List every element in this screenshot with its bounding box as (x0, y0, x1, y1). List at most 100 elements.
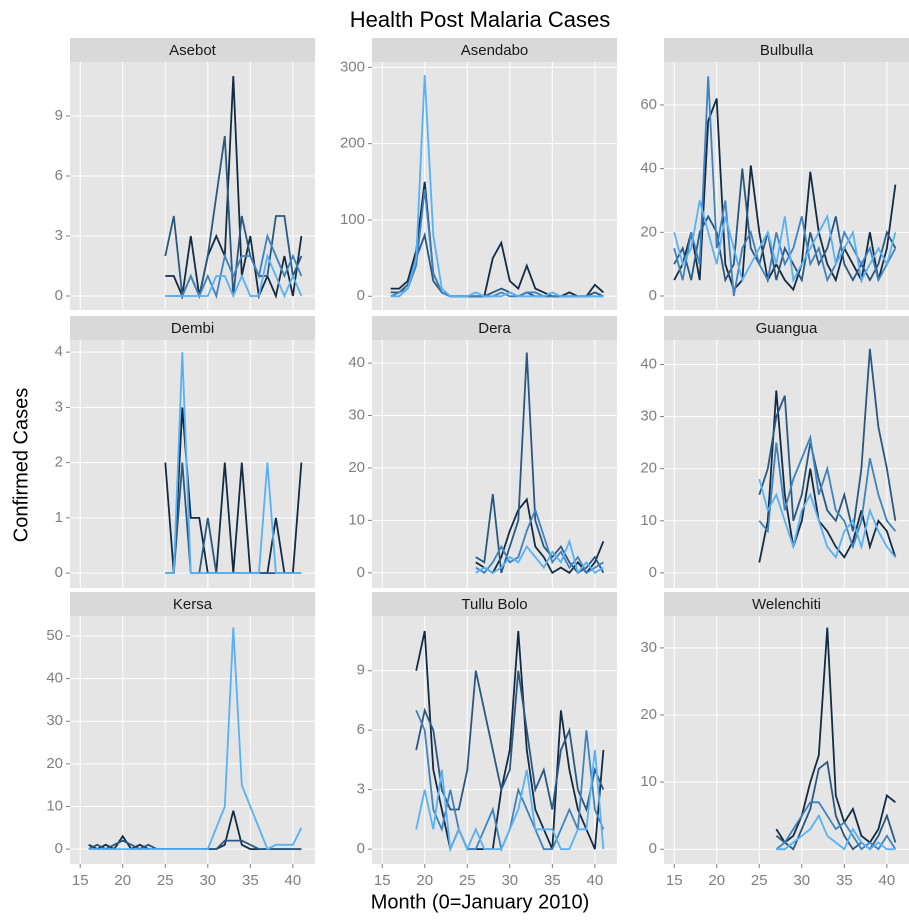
y-tick-label: 0 (55, 564, 63, 581)
y-tick-label: 4 (55, 343, 63, 360)
x-tick-label: 25 (751, 872, 768, 889)
x-tick-label: 20 (114, 872, 131, 889)
y-tick-label: 10 (348, 511, 365, 528)
y-tick-label: 60 (640, 96, 657, 113)
y-tick-label: 30 (348, 406, 365, 423)
y-tick-label: 0 (55, 840, 63, 857)
panel-title: Welenchiti (752, 596, 821, 613)
y-tick-label: 0 (55, 287, 63, 304)
panel-title: Kersa (173, 596, 213, 613)
y-tick-label: 300 (340, 58, 365, 75)
panel-bg (70, 616, 315, 864)
strip (372, 316, 617, 340)
y-tick-label: 20 (46, 755, 63, 772)
y-tick-label: 6 (55, 167, 63, 184)
x-tick-label: 35 (544, 872, 561, 889)
y-tick-label: 100 (340, 211, 365, 228)
panel-title: Guangua (756, 320, 818, 337)
y-tick-label: 2 (55, 454, 63, 471)
series-line (415, 749, 605, 853)
x-tick-label: 40 (285, 872, 302, 889)
y-tick-label: 40 (640, 160, 657, 177)
series-line (165, 233, 303, 299)
series-line (758, 434, 897, 550)
x-tick-label: 30 (501, 872, 518, 889)
panel-bg (372, 340, 617, 588)
series-line (775, 627, 896, 844)
y-tick-label: 30 (640, 639, 657, 656)
series-line (415, 630, 605, 853)
panel-title: Asendabo (461, 42, 529, 59)
series-line (673, 200, 897, 283)
panel-title: Dembi (171, 320, 214, 337)
series-line (673, 76, 897, 297)
series-line (475, 352, 605, 574)
x-tick-label: 20 (708, 872, 725, 889)
y-tick-label: 20 (640, 706, 657, 723)
x-tick-label: 20 (416, 872, 433, 889)
panel-title: Asebot (169, 42, 217, 59)
y-tick-label: 0 (649, 287, 657, 304)
y-tick-label: 40 (348, 354, 365, 371)
y-tick-label: 0 (357, 840, 365, 857)
series-line (776, 813, 896, 851)
panel-bg (70, 62, 315, 310)
series-line (758, 348, 897, 532)
x-tick-label: 35 (836, 872, 853, 889)
y-axis-label: Confirmed Cases (10, 388, 32, 543)
y-tick-label: 30 (640, 408, 657, 425)
y-tick-label: 0 (649, 564, 657, 581)
x-tick-label: 40 (879, 872, 896, 889)
strip (664, 38, 909, 62)
y-tick-label: 50 (46, 627, 63, 644)
x-tick-label: 25 (157, 872, 174, 889)
y-tick-label: 20 (348, 459, 365, 476)
x-tick-label: 25 (459, 872, 476, 889)
panel-title: Dera (478, 320, 511, 337)
series-line (775, 760, 897, 851)
y-tick-label: 9 (55, 107, 63, 124)
series-line (758, 478, 897, 560)
panel-bg (372, 62, 617, 310)
series-line (775, 801, 897, 851)
series-line (673, 98, 897, 292)
y-tick-label: 20 (640, 460, 657, 477)
strip (372, 592, 617, 616)
y-tick-label: 10 (640, 512, 657, 529)
y-tick-label: 40 (46, 670, 63, 687)
y-tick-label: 3 (55, 227, 63, 244)
strip (70, 316, 315, 340)
panel-bg (372, 616, 617, 864)
strip (70, 592, 315, 616)
series-line (475, 507, 604, 575)
x-tick-label: 15 (72, 872, 89, 889)
x-tick-label: 35 (242, 872, 259, 889)
x-tick-label: 30 (793, 872, 810, 889)
series-line (390, 74, 604, 298)
strip (372, 38, 617, 62)
series-line (88, 627, 303, 851)
series-line (673, 168, 897, 283)
chart-title: Health Post Malaria Cases (350, 7, 610, 32)
panel-title: Bulbulla (760, 42, 814, 59)
y-tick-label: 10 (46, 797, 63, 814)
y-tick-label: 3 (357, 781, 365, 798)
y-tick-label: 0 (649, 840, 657, 857)
y-tick-label: 0 (357, 287, 365, 304)
x-tick-label: 30 (199, 872, 216, 889)
y-tick-label: 1 (55, 509, 63, 526)
panel-title: Tullu Bolo (461, 596, 527, 613)
strip (70, 38, 315, 62)
panel-bg (70, 340, 315, 588)
y-tick-label: 200 (340, 135, 365, 152)
series-line (165, 253, 303, 299)
x-tick-label: 40 (587, 872, 604, 889)
series-line (758, 390, 897, 563)
panel-bg (664, 616, 909, 864)
y-tick-label: 6 (357, 721, 365, 738)
y-tick-label: 3 (55, 398, 63, 415)
x-axis-label: Month (0=January 2010) (371, 891, 589, 913)
x-tick-label: 15 (666, 872, 683, 889)
strip (664, 316, 909, 340)
